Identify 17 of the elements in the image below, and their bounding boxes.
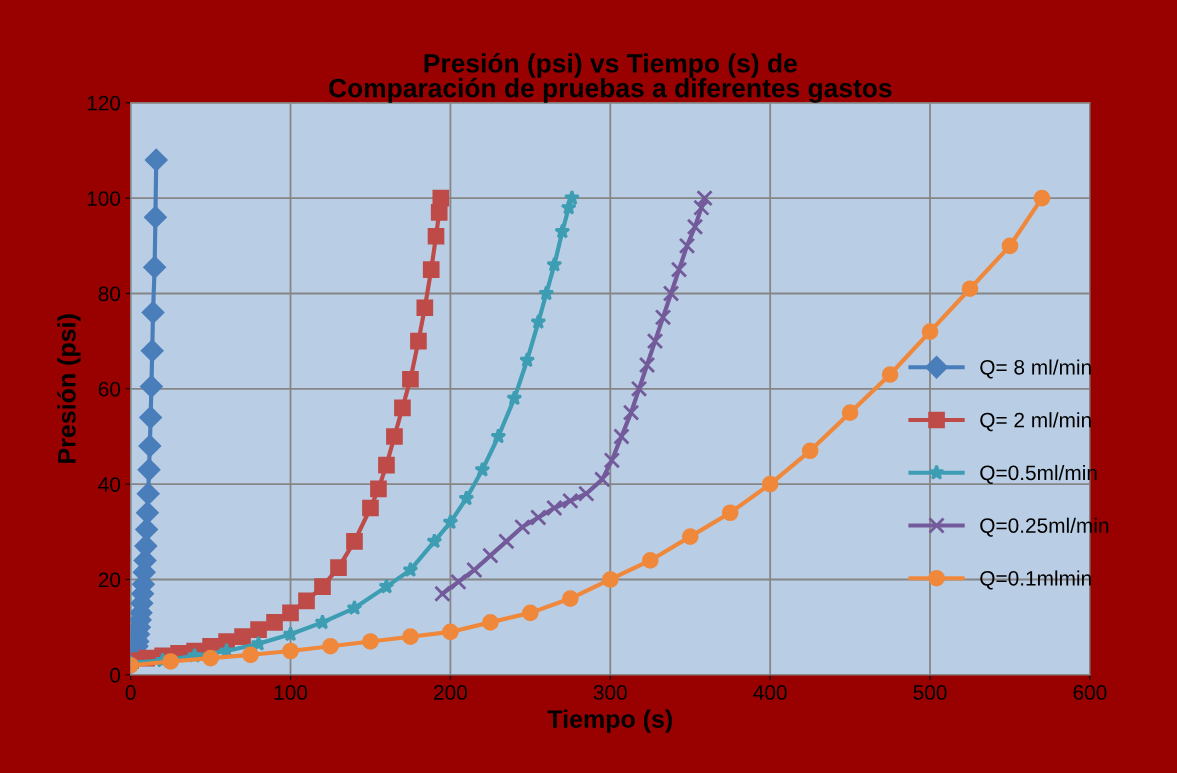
x-tick-label: 400 — [753, 685, 787, 700]
y-tick-label: 60 — [98, 381, 121, 397]
y-tick-label: 100 — [87, 191, 121, 206]
y-axis-title: Presión (psi) — [57, 314, 81, 463]
y-tick-label: 80 — [98, 286, 121, 302]
y-tick-label: 120 — [87, 95, 121, 111]
x-tick-label: 300 — [593, 685, 627, 700]
x-tick-label: 0 — [125, 685, 136, 700]
chart-title: Presión (psi) vs Tiempo (s) de Comparación de pruebas a diferentes gastos — [329, 53, 892, 103]
x-tick-label: 600 — [1073, 685, 1107, 700]
x-tick-label: 200 — [434, 685, 467, 700]
x-axis-title: Tiempo (s) — [547, 709, 673, 733]
y-tick-label: 20 — [98, 572, 121, 588]
y-tick-label: 0 — [110, 667, 121, 683]
x-tick-label: 100 — [274, 685, 308, 700]
x-tick-label: 500 — [913, 685, 947, 700]
y-tick-label: 40 — [98, 477, 121, 492]
